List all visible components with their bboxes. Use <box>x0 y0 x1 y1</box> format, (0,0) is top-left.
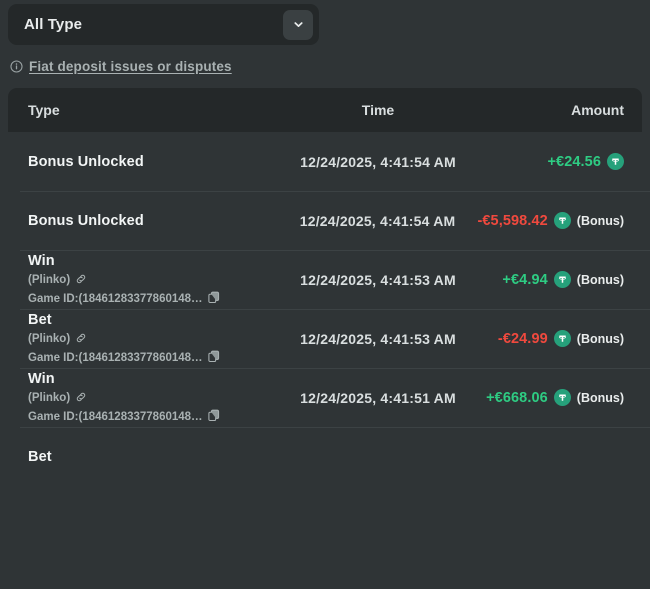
amount-value: +€24.56 <box>547 153 601 170</box>
transaction-type-label: Win <box>28 252 55 269</box>
amount-value: +€4.94 <box>502 271 548 288</box>
column-header-time: Time <box>361 102 395 118</box>
game-id-row: Game ID:(18461283377860148… <box>28 350 278 366</box>
game-name-row: (Plinko) <box>28 332 278 347</box>
cell-amount: +€24.56 <box>478 153 624 170</box>
amount-value: -€5,598.42 <box>477 212 548 229</box>
cell-amount: +€4.94 (Bonus) <box>478 271 624 288</box>
cell-type: Bet <box>28 449 278 465</box>
cell-type: Win (Plinko) Game ID:(18461283377860148… <box>28 253 278 307</box>
amount-value: -€24.99 <box>497 330 548 347</box>
table-row[interactable]: Win (Plinko) Game ID:(18461283377860148… 12… <box>8 250 650 309</box>
cell-time: 12/24/2025, 4:41:51 AM <box>300 389 456 406</box>
cell-amount: -€24.99 (Bonus) <box>478 330 624 347</box>
cell-type: Bonus Unlocked <box>28 213 278 229</box>
table-row[interactable]: Win (Plinko) Game ID:(18461283377860148… 12… <box>8 368 650 427</box>
game-name-row: (Plinko) <box>28 273 278 288</box>
game-name-label: (Plinko) <box>28 274 71 286</box>
amount-value: +€668.06 <box>486 389 548 406</box>
filter-row: All Type <box>0 0 650 45</box>
cell-type: Win (Plinko) Game ID:(18461283377860148… <box>28 371 278 425</box>
transaction-type-label: Win <box>28 370 55 387</box>
game-id-row: Game ID:(18461283377860148… <box>28 291 278 307</box>
transaction-type-label: Bonus Unlocked <box>28 153 144 170</box>
cell-time: 12/24/2025, 4:41:54 AM <box>300 153 456 170</box>
game-name-label: (Plinko) <box>28 333 71 345</box>
column-header-amount: Amount <box>571 102 624 118</box>
link-icon[interactable] <box>75 332 87 347</box>
link-icon[interactable] <box>75 391 87 406</box>
table-row[interactable]: Bet <box>8 427 650 486</box>
game-name-row: (Plinko) <box>28 391 278 406</box>
transaction-type-label: Bet <box>28 311 52 328</box>
table-body: Bonus Unlocked 12/24/2025, 4:41:54 AM +€24… <box>8 132 650 486</box>
tether-token-icon <box>607 153 624 170</box>
column-header-type: Type <box>28 102 60 118</box>
game-name-label: (Plinko) <box>28 392 71 404</box>
info-circle-icon <box>10 60 23 73</box>
transaction-type-label: Bet <box>28 448 52 465</box>
amount-note: (Bonus) <box>576 272 624 287</box>
amount-note: (Bonus) <box>576 390 624 405</box>
transaction-type-label: Bonus Unlocked <box>28 212 144 229</box>
table-row[interactable]: Bonus Unlocked 12/24/2025, 4:41:54 AM -€5,… <box>8 191 650 250</box>
type-filter-value: All Type <box>24 16 83 33</box>
fiat-dispute-notice: Fiat deposit issues or disputes <box>0 45 650 74</box>
cell-type: Bet (Plinko) Game ID:(18461283377860148… <box>28 312 278 366</box>
copy-icon[interactable] <box>207 291 220 307</box>
copy-icon[interactable] <box>207 409 220 425</box>
cell-amount: +€668.06 (Bonus) <box>478 389 624 406</box>
table-row[interactable]: Bonus Unlocked 12/24/2025, 4:41:54 AM +€24… <box>8 132 642 191</box>
fiat-dispute-link[interactable]: Fiat deposit issues or disputes <box>29 59 232 74</box>
tether-token-icon <box>553 212 571 229</box>
amount-note: (Bonus) <box>576 213 624 228</box>
game-id-label: Game ID:(18461283377860148… <box>28 351 203 364</box>
chevron-down-icon[interactable] <box>283 9 313 40</box>
link-icon[interactable] <box>75 273 87 288</box>
tether-token-icon <box>553 271 571 288</box>
type-filter-select[interactable]: All Type <box>8 4 319 45</box>
cell-type: Bonus Unlocked <box>28 154 278 170</box>
cell-amount: -€5,598.42 (Bonus) <box>477 212 624 229</box>
table-header: Type Time Amount <box>8 88 642 132</box>
game-id-label: Game ID:(18461283377860148… <box>28 410 203 423</box>
tether-token-icon <box>553 330 571 347</box>
amount-note: (Bonus) <box>576 331 624 346</box>
cell-time: 12/24/2025, 4:41:53 AM <box>300 271 456 288</box>
copy-icon[interactable] <box>207 350 220 366</box>
tether-token-icon <box>553 389 571 406</box>
table-row[interactable]: Bet (Plinko) Game ID:(18461283377860148… 12… <box>8 309 650 368</box>
game-id-label: Game ID:(18461283377860148… <box>28 292 203 305</box>
transactions-table: Type Time Amount Bonus Unlocked 12/24/202… <box>8 88 650 486</box>
cell-time: 12/24/2025, 4:41:53 AM <box>300 330 456 347</box>
game-id-row: Game ID:(18461283377860148… <box>28 409 278 425</box>
cell-time: 12/24/2025, 4:41:54 AM <box>299 212 456 229</box>
